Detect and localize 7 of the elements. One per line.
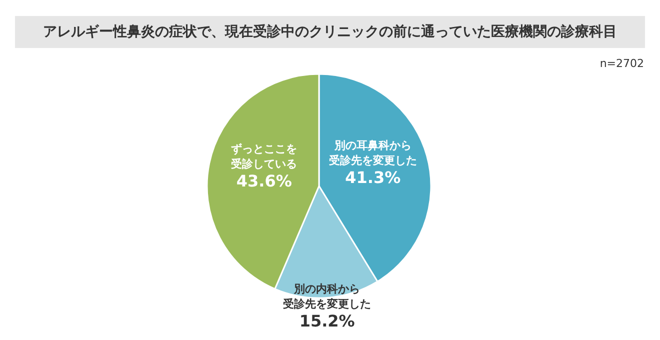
data-label: 15.2%: [299, 312, 355, 331]
slice-label: ずっとここを受診している: [230, 142, 298, 171]
chart-title: アレルギー性鼻炎の症状で、現在受診中のクリニックの前に通っていた医療機関の診療科目: [43, 23, 617, 40]
slice-label: 別の耳鼻科から受診先を変更した: [328, 138, 417, 167]
data-label: 43.6%: [236, 172, 292, 191]
data-label: 41.3%: [345, 168, 401, 187]
text: n=2702: [600, 57, 644, 70]
